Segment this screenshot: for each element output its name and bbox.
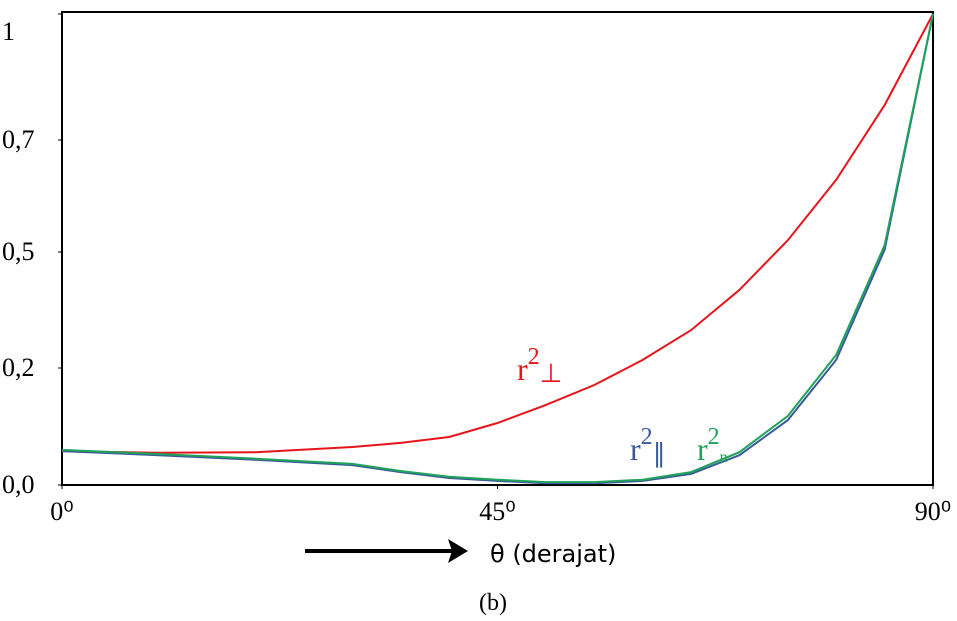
annotation-base: r: [697, 431, 708, 467]
caption: (b): [479, 590, 507, 616]
plot-frame: [62, 12, 933, 485]
y-tick-label: 0,2: [2, 353, 35, 382]
annotation-base: r: [630, 431, 641, 467]
y-tick-label: 0,0: [2, 470, 35, 499]
series-annotation: r2∥: [630, 424, 666, 468]
annotation-sup: 2: [641, 424, 653, 450]
series-annotation: r2⊥: [517, 344, 562, 388]
series-annotation: r2n: [697, 424, 728, 467]
annotation-sup: 2: [708, 424, 720, 450]
x-axis-label: θ (derajat): [490, 540, 616, 568]
annotation-sup: 2: [528, 344, 540, 370]
series-line: [62, 14, 933, 453]
y-tick-label: 0,5: [2, 237, 35, 266]
x-tick-label: 0⁰: [50, 497, 73, 526]
annotation-sub: ∥: [653, 439, 666, 468]
annotation-sub: n: [720, 449, 728, 466]
y-tick-label: 0,7: [2, 125, 35, 154]
chart: θ (derajat) (b) 0,00,20,50,710⁰45⁰90⁰r2⊥…: [0, 0, 957, 621]
annotation-sub: ⊥: [540, 359, 563, 388]
x-tick-label: 90⁰: [915, 497, 951, 526]
y-tick-label: 1: [2, 17, 15, 46]
series-line: [62, 14, 933, 483]
series-line: [62, 14, 933, 482]
annotation-base: r: [517, 351, 528, 387]
x-tick-label: 45⁰: [479, 497, 515, 526]
